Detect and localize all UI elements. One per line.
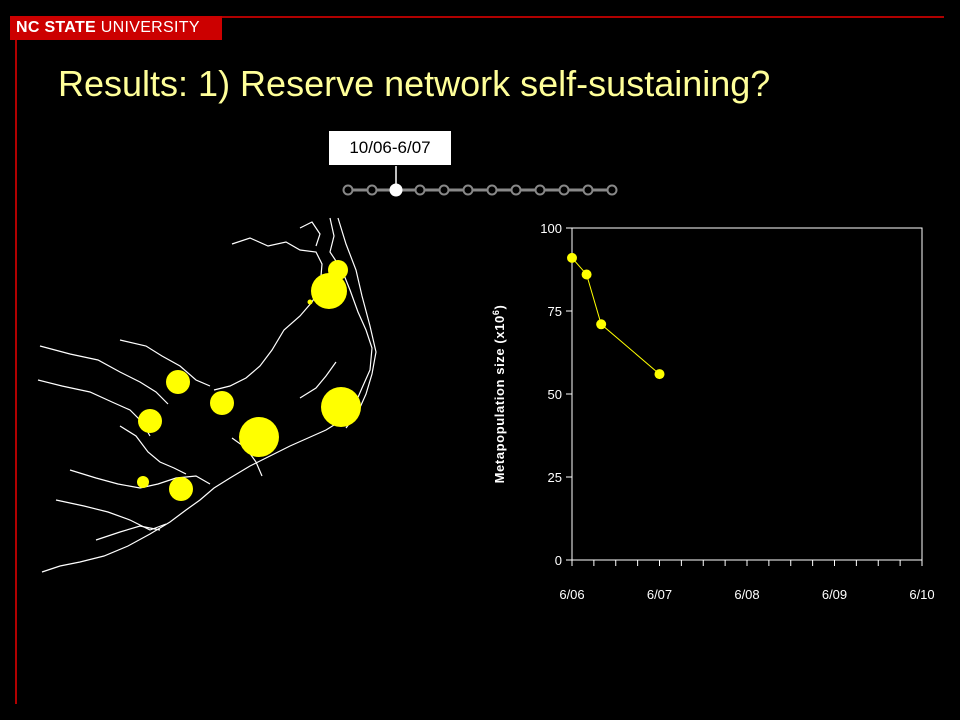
timeline-dot[interactable] <box>462 184 474 196</box>
reserve-marker <box>138 409 162 433</box>
y-tick-label: 0 <box>555 553 562 568</box>
reserve-markers <box>137 260 361 501</box>
data-point <box>596 319 607 330</box>
slide-title: Results: 1) Reserve network self-sustain… <box>58 63 771 104</box>
reserve-marker <box>210 391 234 415</box>
x-tick-label: 6/08 <box>734 587 759 602</box>
university-logo: NC STATE UNIVERSITY <box>10 16 222 40</box>
y-axis-label: Metapopulation size (x106) <box>491 305 507 484</box>
reserve-marker <box>239 417 279 457</box>
timeline-dot[interactable] <box>366 184 378 196</box>
y-axis-label-exponent: 6 <box>491 310 501 316</box>
data-point <box>654 369 665 380</box>
timeline-dot[interactable] <box>510 184 522 196</box>
y-tick-label: 100 <box>540 221 562 236</box>
timeline-dot[interactable] <box>534 184 546 196</box>
timeline-dot[interactable] <box>606 184 618 196</box>
timeline-dot[interactable] <box>414 184 426 196</box>
y-tick-label: 50 <box>548 387 562 402</box>
reserve-marker <box>166 370 190 394</box>
timeline-dot[interactable] <box>558 184 570 196</box>
timeline-dot-active[interactable] <box>389 183 403 197</box>
y-axis-label-main: Metapopulation size (x10 <box>492 315 507 483</box>
y-tick-label: 25 <box>548 470 562 485</box>
top-accent-rule <box>222 16 944 18</box>
data-point <box>581 269 592 280</box>
data-point <box>567 252 577 263</box>
reserve-marker <box>307 299 313 305</box>
reserve-marker <box>311 273 347 309</box>
reserve-marker <box>169 477 193 501</box>
period-label: 10/06-6/07 <box>328 130 452 166</box>
x-tick-label: 6/10 <box>909 587 934 602</box>
left-accent-rule <box>15 16 17 704</box>
plot-frame <box>571 227 923 561</box>
timeline-track <box>342 183 618 197</box>
timeline-dot[interactable] <box>486 184 498 196</box>
y-tick-label: 75 <box>548 304 562 319</box>
x-tick-label: 6/06 <box>559 587 584 602</box>
population-chart: Metapopulation size (x106) 0 25 50 75 100 6/0… <box>491 221 935 602</box>
reserve-marker <box>321 387 361 427</box>
timeline-dot[interactable] <box>582 184 594 196</box>
reserve-marker <box>137 476 149 488</box>
x-tick-label: 6/07 <box>647 587 672 602</box>
y-axis-label-end: ) <box>492 305 507 310</box>
coastline-map <box>37 217 377 573</box>
series-line <box>571 257 660 375</box>
timeline-dot[interactable] <box>438 184 450 196</box>
x-tick-label: 6/09 <box>822 587 847 602</box>
timeline-dot[interactable] <box>342 184 354 196</box>
